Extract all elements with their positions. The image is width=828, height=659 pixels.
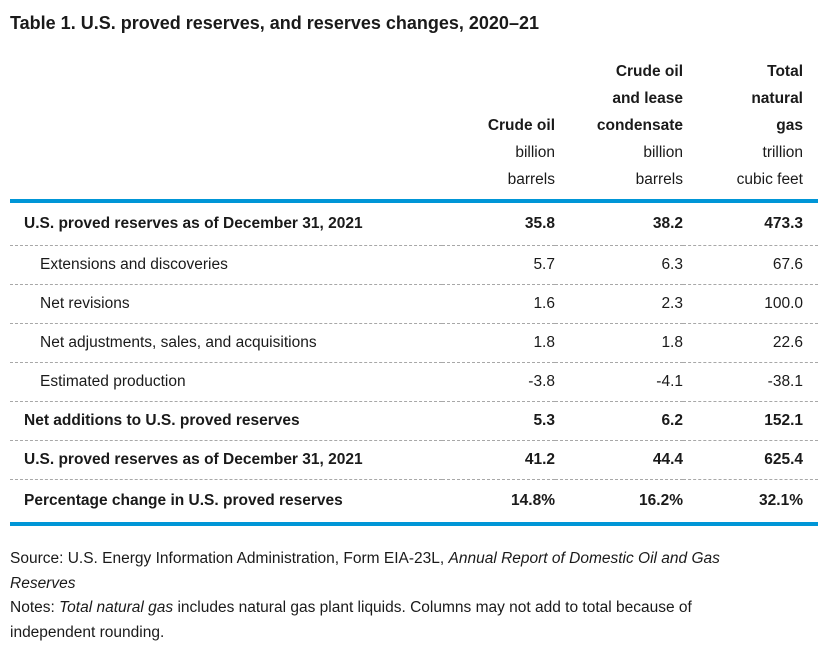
cell-value: 625.4 bbox=[764, 450, 803, 468]
table-body: U.S. proved reserves as of December 31, … bbox=[10, 201, 818, 524]
cell-value: 67.6 bbox=[772, 255, 803, 273]
cell-value: 14.8% bbox=[511, 491, 555, 509]
header-spacer bbox=[10, 58, 442, 201]
column-unit: cubic feet bbox=[736, 171, 803, 188]
column-title: Crude oil bbox=[615, 63, 683, 80]
source-note-regular: Source: U.S. Energy Information Administ… bbox=[10, 550, 449, 567]
cell-value: 5.3 bbox=[533, 411, 555, 429]
source-note-italic: Annual Report of Domestic Oil and Gas bbox=[448, 550, 720, 567]
cell-value: 16.2% bbox=[639, 491, 683, 509]
page-title: Table 1. U.S. proved reserves, and reser… bbox=[10, 13, 539, 33]
row-label: U.S. proved reserves as of December 31, … bbox=[24, 450, 363, 468]
notes-body: includes natural gas plant liquids. Colu… bbox=[173, 599, 692, 616]
cell-value: 152.1 bbox=[764, 411, 803, 429]
column-title: Total bbox=[767, 63, 803, 80]
footnotes: Source: U.S. Energy Information Administ… bbox=[10, 547, 818, 645]
column-unit: billion bbox=[643, 144, 683, 161]
column-header-total-natural-gas: Total natural gas trillion cubic feet bbox=[683, 58, 818, 201]
row-label: Estimated production bbox=[40, 372, 186, 390]
row-label: U.S. proved reserves as of December 31, … bbox=[24, 214, 363, 232]
table-row-extensions-discoveries: Extensions and discoveries 5.7 6.3 67.6 bbox=[10, 245, 818, 284]
row-label: Net revisions bbox=[40, 294, 130, 312]
table-header: Crude oil billion barrels Crude oil and … bbox=[10, 58, 818, 201]
column-unit: trillion bbox=[762, 144, 803, 161]
table-row-net-additions: Net additions to U.S. proved reserves 5.… bbox=[10, 401, 818, 440]
header-row: Crude oil billion barrels Crude oil and … bbox=[10, 58, 818, 201]
column-header-crude-oil: Crude oil billion barrels bbox=[442, 58, 555, 201]
table-row-proved-reserves-end: U.S. proved reserves as of December 31, … bbox=[10, 440, 818, 479]
cell-value: 1.8 bbox=[533, 333, 555, 351]
cell-value: 5.7 bbox=[533, 255, 555, 273]
cell-value: 100.0 bbox=[764, 294, 803, 312]
source-note-italic: Reserves bbox=[10, 574, 76, 592]
notes-line2: independent rounding. bbox=[10, 623, 165, 641]
table-row-net-adjustments: Net adjustments, sales, and acquisitions… bbox=[10, 323, 818, 362]
row-label: Net additions to U.S. proved reserves bbox=[24, 411, 300, 429]
column-title: condensate bbox=[596, 117, 683, 134]
cell-value: 44.4 bbox=[652, 450, 683, 468]
table-row-percentage-change: Percentage change in U.S. proved reserve… bbox=[10, 479, 818, 524]
column-header-crude-oil-lease-condensate: Crude oil and lease condensate billion b… bbox=[555, 58, 683, 201]
cell-value: -38.1 bbox=[767, 372, 803, 390]
table-row-estimated-production: Estimated production -3.8 -4.1 -38.1 bbox=[10, 362, 818, 401]
row-label: Percentage change in U.S. proved reserve… bbox=[24, 491, 343, 509]
column-unit: barrels bbox=[635, 171, 683, 188]
notes-line1: Notes: Total natural gas includes natura… bbox=[10, 596, 818, 621]
notes-prefix: Notes: bbox=[10, 599, 60, 616]
cell-value: 32.1% bbox=[759, 491, 803, 509]
table-row-proved-reserves-start: U.S. proved reserves as of December 31, … bbox=[10, 201, 818, 245]
table-row-net-revisions: Net revisions 1.6 2.3 100.0 bbox=[10, 284, 818, 323]
source-note-line2: Reserves bbox=[10, 572, 818, 597]
cell-value: 35.8 bbox=[524, 214, 555, 232]
cell-value: 41.2 bbox=[524, 450, 555, 468]
cell-value: 6.2 bbox=[661, 411, 683, 429]
cell-value: -3.8 bbox=[528, 372, 555, 390]
notes-italic: Total natural gas bbox=[59, 599, 174, 616]
column-unit: billion bbox=[515, 144, 555, 161]
row-label: Extensions and discoveries bbox=[40, 255, 228, 273]
source-note-line1: Source: U.S. Energy Information Administ… bbox=[10, 547, 818, 572]
cell-value: 473.3 bbox=[764, 214, 803, 232]
column-title: natural bbox=[751, 90, 803, 107]
column-title: and lease bbox=[612, 90, 683, 107]
cell-value: 38.2 bbox=[652, 214, 683, 232]
cell-value: 1.8 bbox=[661, 333, 683, 351]
column-title: gas bbox=[776, 117, 803, 134]
cell-value: 2.3 bbox=[661, 294, 683, 312]
column-title: Crude oil bbox=[487, 117, 555, 134]
cell-value: 22.6 bbox=[772, 333, 803, 351]
column-unit: barrels bbox=[507, 171, 555, 188]
cell-value: 6.3 bbox=[661, 255, 683, 273]
proved-reserves-table: Crude oil billion barrels Crude oil and … bbox=[10, 58, 818, 526]
cell-value: 1.6 bbox=[533, 294, 555, 312]
cell-value: -4.1 bbox=[656, 372, 683, 390]
row-label: Net adjustments, sales, and acquisitions bbox=[40, 333, 317, 351]
